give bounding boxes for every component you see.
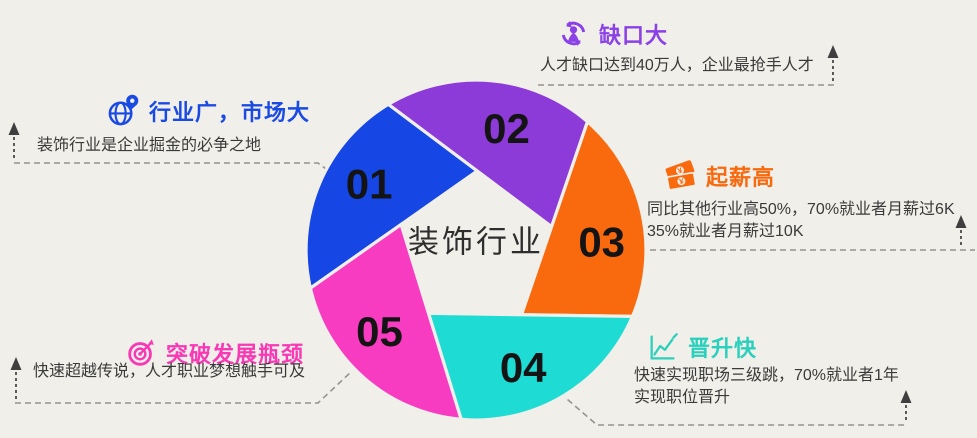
callout-gap-text: 人才缺口达到40万人，企业最抢手人才 [540,55,814,77]
up-arrow-icon [900,390,912,403]
callout-promotion-header: 晋升快 [646,330,757,364]
wheel-number-04: 04 [500,344,547,391]
callout-breakthrough-title: 突破发展瓶颈 [166,342,305,367]
callout-line: 装饰行业是企业掘金的必争之地 [37,137,262,154]
callout-breakthrough-text: 快速超越传说，人才职业梦想触手可及 [33,361,305,383]
dashed-line-bottom-left [15,370,353,404]
target-icon [124,336,158,370]
wheel-blade-03 [519,118,648,319]
dashed-line-left [14,162,334,175]
wheel-blade-01 [304,102,480,291]
callout-salary-title: 起薪高 [706,165,776,190]
wheel-blade-02 [385,78,590,230]
callout-line: 人才缺口达到40万人，企业最抢手人才 [540,57,814,74]
callout-line: 快速实现职场三级跳，70%就业者1年 [634,367,899,384]
up-arrow-icon [8,122,20,135]
callout-line: 快速超越传说，人才职业梦想触手可及 [33,363,306,380]
callout-promotion-title: 晋升快 [688,336,758,361]
globe-pin-icon [106,93,141,128]
callout-industry-header: 行业广，市场大 [106,93,310,128]
up-arrow-icon [955,215,967,228]
callout-salary-header: ¥ ¥ 起薪高 [662,158,775,194]
up-arrow-icon [10,357,22,370]
callout-breakthrough-header: 突破发展瓶颈 [124,336,304,370]
callout-industry-title: 行业广，市场大 [149,99,311,125]
wheel-number-05: 05 [356,308,403,355]
wheel-number-01: 01 [346,160,393,207]
svg-text:¥: ¥ [676,166,684,176]
wheel-blade-04 [426,311,635,422]
dashed-line-bottom-right [559,392,907,426]
callout-line: 35%就业者月薪过10K [647,223,804,240]
callout-promotion-text: 快速实现职场三级跳，70%就业者1年 实现职位晋升 [634,365,899,409]
callout-gap-header: 缺口大 [556,16,668,51]
callout-salary-text: 同比其他行业高50%，70%就业者月薪过6K 35%就业者月薪过10K [647,199,955,243]
svg-text:¥: ¥ [678,177,684,187]
wheel-center-title: 装饰行业 [408,224,544,260]
callout-line: 实现职位晋升 [634,389,731,406]
person-cycle-icon [556,16,591,51]
wheel-number-02: 02 [483,105,530,152]
callout-line: 同比其他行业高50%，70%就业者月薪过6K [647,201,955,218]
wheel-number-03: 03 [578,218,625,265]
wheel-blade-05 [308,221,464,422]
callout-industry-text: 装饰行业是企业掘金的必争之地 [37,135,261,157]
line-chart-icon [646,330,680,364]
callout-gap-title: 缺口大 [599,22,669,48]
up-arrow-icon [827,45,839,58]
banknotes-icon: ¥ ¥ [662,158,698,194]
